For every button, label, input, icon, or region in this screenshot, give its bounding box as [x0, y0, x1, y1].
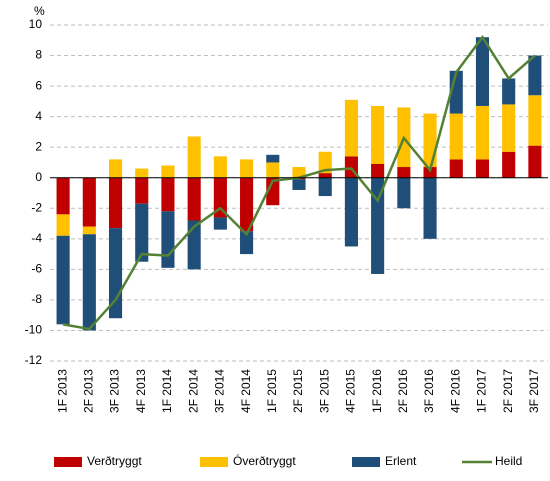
bar-segment [449, 159, 463, 178]
bar-segment [528, 145, 542, 178]
x-tick-label: 4F 2015 [344, 369, 358, 413]
bar-segment [502, 151, 516, 178]
bar-segment [318, 151, 332, 174]
bar-segment [135, 203, 149, 262]
bar-segment [213, 156, 227, 178]
bar-segment [213, 177, 227, 218]
y-tick-label: 10 [29, 17, 43, 31]
x-tick-label: 2F 2013 [81, 369, 95, 413]
legend-label: Erlent [385, 454, 417, 468]
bar-segment [423, 113, 437, 168]
x-tick-label: 1F 2016 [370, 369, 384, 413]
legend-swatch [54, 457, 82, 467]
y-tick-label: -12 [25, 353, 43, 367]
bar-segment [292, 167, 306, 178]
bar-segment [475, 37, 490, 106]
x-tick-label: 2F 2017 [501, 369, 515, 413]
bar-segment [161, 165, 175, 178]
bar-segment [528, 95, 542, 146]
bar-segment [187, 136, 201, 178]
y-tick-label: 2 [35, 139, 42, 153]
x-tick-label: 2F 2014 [186, 369, 200, 413]
bar-segment [82, 177, 96, 227]
bar-segment [502, 104, 516, 152]
bar-segment [108, 177, 123, 229]
legend-swatch [352, 457, 380, 467]
bar-segment [56, 177, 70, 215]
x-tick-label: 3F 2013 [108, 369, 122, 413]
x-tick-label: 3F 2015 [317, 369, 331, 413]
bar-segment [318, 173, 332, 178]
bar-segment [397, 167, 411, 178]
bar-segment [56, 235, 70, 325]
bar-segment [135, 177, 149, 204]
bar-segment [292, 179, 306, 190]
bar-segment [423, 177, 437, 239]
x-tick-label: 4F 2016 [448, 369, 462, 413]
legend-swatch [200, 457, 228, 467]
x-tick-label: 1F 2014 [160, 369, 174, 413]
bar-segment [371, 177, 385, 274]
bar-segment [108, 159, 123, 178]
x-tick-label: 2F 2015 [291, 369, 305, 413]
bar-segment [371, 105, 385, 164]
bar-segment [161, 211, 175, 268]
bar-segment [82, 234, 96, 331]
legend-label: Heild [495, 454, 522, 468]
bar-segment [240, 159, 254, 178]
bar-segment [475, 105, 490, 160]
bar-segment [371, 163, 385, 178]
x-tick-label: 4F 2013 [134, 369, 148, 413]
y-tick-label: 8 [35, 48, 42, 62]
bar-segment [135, 168, 149, 178]
bar-segment [423, 167, 437, 178]
bar-segment [318, 177, 332, 197]
bar-segment [266, 162, 280, 178]
bar-segment [397, 177, 411, 209]
bar-segment [344, 99, 358, 157]
y-unit: % [34, 4, 45, 18]
y-tick-label: -8 [31, 292, 42, 306]
legend-label: Óverðtryggt [233, 453, 296, 468]
x-tick-label: 3F 2016 [422, 369, 436, 413]
bar-segment [344, 177, 358, 247]
y-tick-label: 0 [35, 170, 42, 184]
bar-segment [240, 177, 254, 232]
bar-segment [528, 55, 542, 96]
bar-segment [449, 113, 463, 160]
y-tick-label: -4 [31, 231, 42, 245]
x-tick-label: 3F 2014 [213, 369, 227, 413]
x-tick-label: 3F 2017 [527, 369, 541, 413]
x-tick-label: 4F 2014 [239, 369, 253, 413]
bar-segment [56, 214, 70, 236]
bar-segment [266, 154, 280, 163]
bar-segment [187, 177, 201, 221]
y-tick-label: 6 [35, 78, 42, 92]
x-tick-label: 1F 2017 [475, 369, 489, 413]
x-tick-label: 1F 2013 [55, 369, 69, 413]
bar-segment [475, 159, 490, 178]
bar-segment [502, 78, 516, 105]
y-tick-label: -6 [31, 262, 42, 276]
x-tick-label: 2F 2016 [396, 369, 410, 413]
y-tick-label: -10 [25, 323, 43, 337]
bar-segment [240, 231, 254, 255]
y-tick-label: 4 [35, 109, 42, 123]
bar-segment [266, 177, 280, 206]
x-tick-label: 1F 2015 [265, 369, 279, 413]
bar-segment [161, 177, 175, 212]
bar-segment [213, 217, 227, 230]
bar-segment [187, 220, 201, 270]
y-tick-label: -2 [31, 200, 42, 214]
legend-label: Verðtryggt [87, 454, 142, 468]
bar-segment [82, 226, 96, 235]
